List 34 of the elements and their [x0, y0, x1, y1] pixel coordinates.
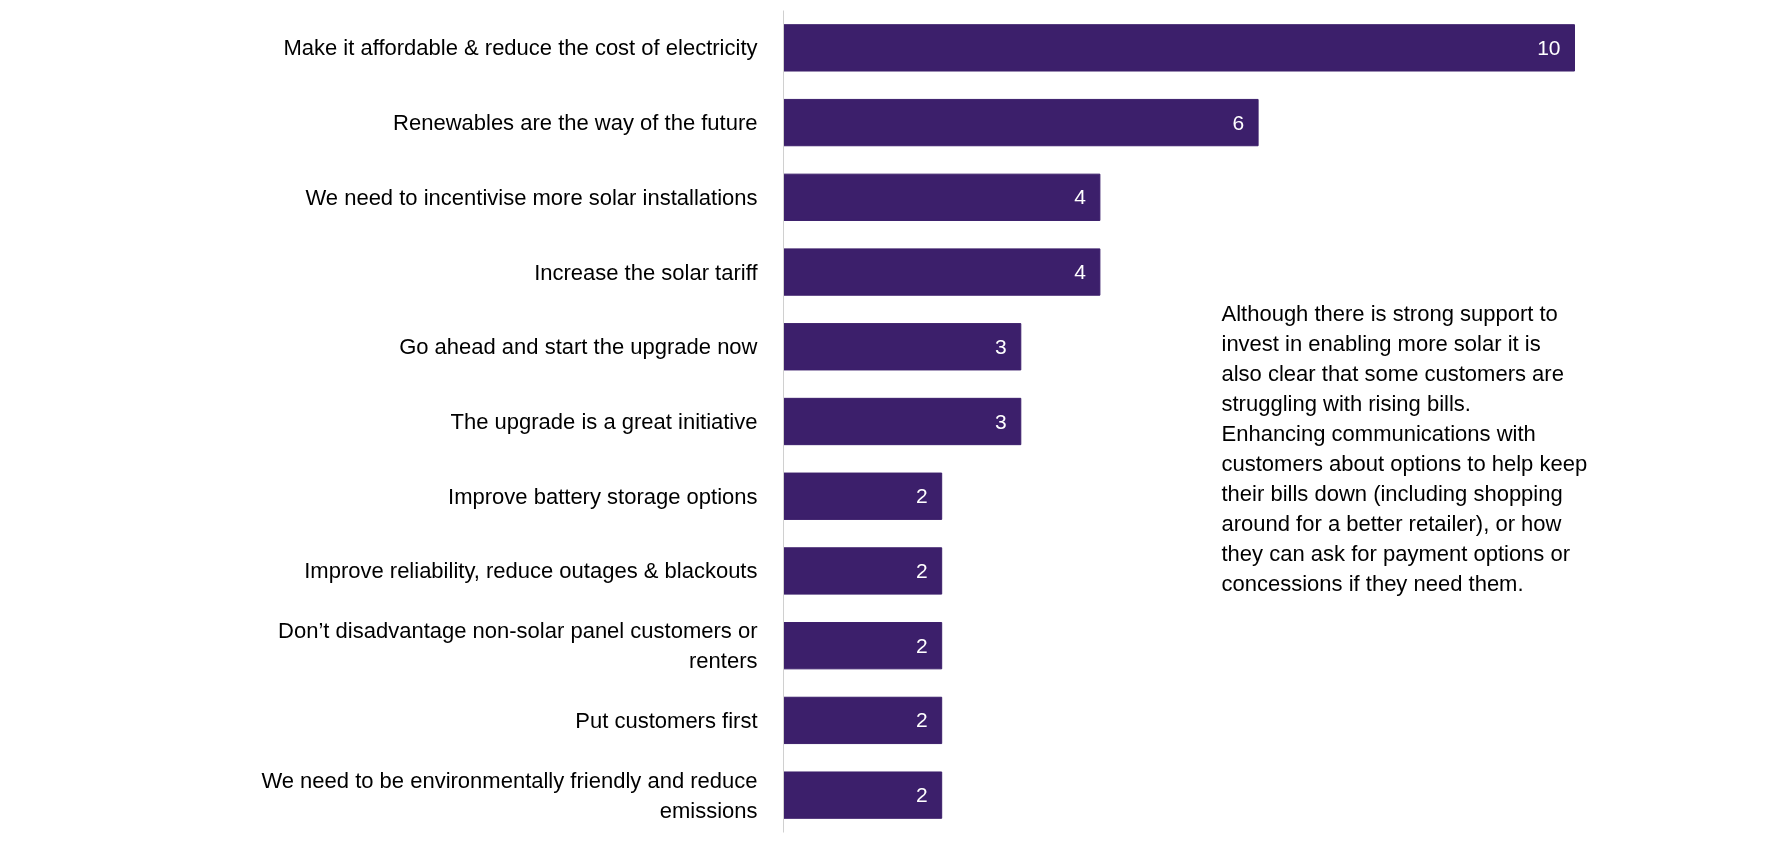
data-label: 4	[1074, 185, 1087, 209]
y-tick-label: Renewables are the way of the future	[393, 110, 758, 136]
y-tick-label: Go ahead and start the upgrade now	[399, 334, 758, 360]
bar	[783, 98, 1259, 147]
y-tick-label: Put customers first	[575, 707, 758, 733]
bar	[783, 771, 943, 819]
bar	[783, 248, 1101, 296]
y-tick-label: Don’t disadvantage non-solar panel customers or renters	[278, 618, 758, 674]
data-label: 2	[916, 558, 928, 582]
data-label: 3	[995, 334, 1007, 358]
data-label: 6	[1232, 110, 1245, 134]
data-label: 2	[916, 783, 928, 807]
y-tick-label: The upgrade is a great initiative	[450, 409, 758, 434]
y-tick-label: Improve reliability, reduce outages & blackouts	[304, 558, 758, 584]
data-label: 3	[995, 409, 1007, 433]
y-tick-label: Increase the solar tariff	[534, 259, 759, 285]
bar	[783, 323, 1022, 371]
bar	[783, 472, 943, 520]
bar	[783, 547, 943, 595]
bar	[783, 397, 1022, 446]
data-label: 10	[1537, 35, 1561, 59]
y-tick-label: Improve battery storage options	[448, 483, 758, 509]
data-label: 2	[916, 484, 928, 508]
data-label: 2	[916, 708, 928, 732]
bar	[783, 24, 1575, 72]
bar	[783, 622, 943, 670]
y-tick-label: We need to be environmentally friendly and reduce emissions	[261, 767, 758, 823]
data-label: 2	[916, 633, 928, 657]
bar	[783, 696, 943, 745]
data-label: 4	[1074, 260, 1087, 284]
bar	[783, 173, 1101, 221]
y-tick-label: Make it affordable & reduce the cost of electricity	[283, 35, 758, 61]
y-tick-label: We need to incentivise more solar installations	[305, 184, 758, 210]
text: Although there is strong support to invest in enabling more solar it is also clear that some customers are struggling with rising bills. Enhancing communications with customers about options to help keep their bills down (including shopping around for a better retailer), or how they can ask for payment options or concessions if they need them.	[1221, 300, 1588, 596]
